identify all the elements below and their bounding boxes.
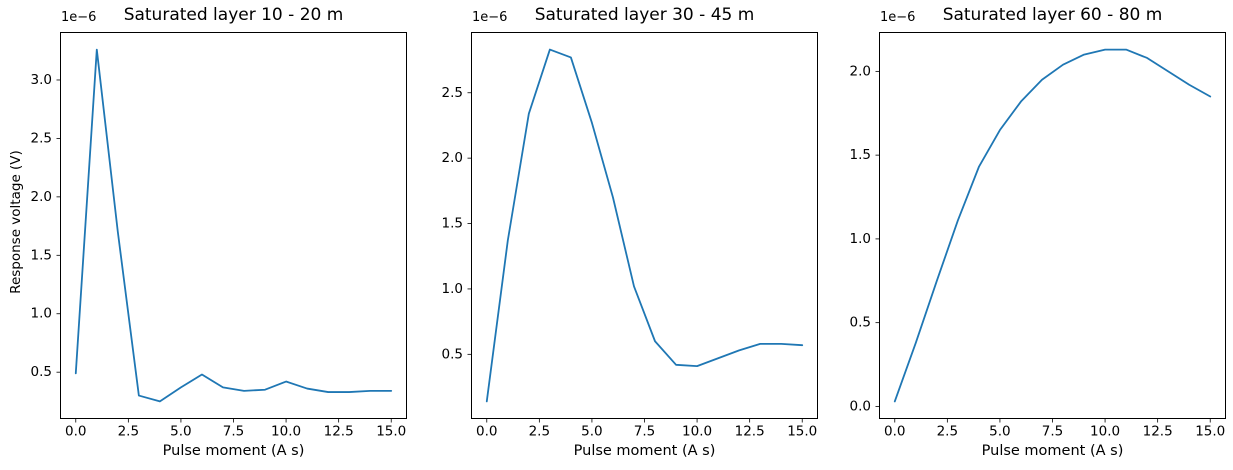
x-axis-tick-label: 12.5: [324, 424, 354, 440]
y-axis-tick-label: 1.0: [850, 231, 871, 247]
y-axis-tick-label: 2.5: [31, 130, 52, 146]
y-axis-tick-label: 2.0: [850, 63, 871, 79]
y-axis-offset-label: 1e−6: [880, 10, 916, 25]
x-axis-tick-label: 7.5: [634, 424, 655, 440]
subplot-title: Saturated layer 30 - 45 m: [534, 5, 755, 25]
x-axis-tick-label: 0.0: [65, 424, 86, 440]
x-axis-tick-label: 15.0: [1195, 424, 1225, 440]
plot-area-svg: 0.0 2.5 5.0 7.5 10.0 12.5 15.0 0.5 1.0 1.5 2.0 2.5 3…: [31, 32, 407, 440]
x-axis-label: Pulse moment (A s): [981, 443, 1124, 459]
y-axis-tick-label: 0.5: [442, 346, 463, 362]
subplot-saturated-layer-10-20m: Saturated layer 10 - 20 m 1e−6 Response …: [0, 0, 427, 470]
response-curve: [74, 48, 393, 403]
y-axis-tick-label: 0.5: [31, 364, 52, 380]
x-axis-tick-label: 0.0: [476, 424, 497, 440]
x-axis-tick-label: 2.5: [937, 424, 958, 440]
x-axis-tick-label: 15.0: [787, 424, 817, 440]
x-axis-tick-label: 10.0: [271, 424, 301, 440]
x-axis-tick-label: 5.0: [170, 424, 191, 440]
y-axis-tick-label: 1.0: [31, 306, 52, 322]
x-axis-tick-label: 2.5: [118, 424, 139, 440]
y-axis-tick-label: 1.0: [442, 281, 463, 297]
x-axis-tick-label: 12.5: [1143, 424, 1173, 440]
x-axis-tick-label: 5.0: [989, 424, 1010, 440]
y-axis-tick-label: 1.5: [442, 216, 463, 232]
subplot-title: Saturated layer 10 - 20 m: [123, 5, 344, 25]
x-axis-tick-label: 7.5: [223, 424, 244, 440]
y-axis-label: Response voltage (V): [8, 150, 24, 294]
axes-spines: [60, 32, 407, 419]
y-axis-tick-label: 1.5: [850, 147, 871, 163]
y-axis-tick-label: 3.0: [31, 72, 52, 88]
x-axis-tick-label: 10.0: [1090, 424, 1120, 440]
subplot-title: Saturated layer 60 - 80 m: [942, 5, 1163, 25]
x-axis-tick-label: 10.0: [682, 424, 712, 440]
y-axis-tick-label: 0.5: [850, 315, 871, 331]
subplot-saturated-layer-30-45m: Saturated layer 30 - 45 m 1e−6 0.0 2.5 5.0…: [411, 0, 838, 470]
x-axis-tick-label: 2.5: [529, 424, 550, 440]
x-axis-label: Pulse moment (A s): [162, 443, 305, 459]
axes-spines: [879, 32, 1226, 419]
response-curve: [485, 48, 804, 403]
plot-area-svg: 0.0 2.5 5.0 7.5 10.0 12.5 15.0 0.5 1.0 1.5 2.0 2.5: [442, 32, 818, 440]
response-curve: [893, 48, 1212, 403]
y-axis-offset-label: 1e−6: [61, 10, 97, 25]
subplot-saturated-layer-60-80m: Saturated layer 60 - 80 m 1e−6 0.0 2.5 5.0…: [819, 0, 1233, 470]
x-axis-label: Pulse moment (A s): [573, 443, 716, 459]
plot-area-svg: 0.0 2.5 5.0 7.5 10.0 12.5 15.0 0.0 0.5 1.0 1.5 2.0: [850, 32, 1226, 440]
axes-spines: [471, 32, 818, 419]
y-axis-tick-label: 1.5: [31, 247, 52, 263]
y-axis-offset-label: 1e−6: [472, 10, 508, 25]
x-axis-tick-label: 15.0: [376, 424, 406, 440]
x-axis-tick-label: 5.0: [581, 424, 602, 440]
y-axis-tick-label: 2.5: [442, 85, 463, 101]
x-axis-tick-label: 12.5: [735, 424, 765, 440]
x-axis-tick-label: 7.5: [1042, 424, 1063, 440]
x-axis-tick-label: 0.0: [884, 424, 905, 440]
y-axis-tick-label: 2.0: [442, 150, 463, 166]
y-axis-tick-label: 2.0: [31, 189, 52, 205]
y-axis-tick-label: 0.0: [850, 398, 871, 414]
